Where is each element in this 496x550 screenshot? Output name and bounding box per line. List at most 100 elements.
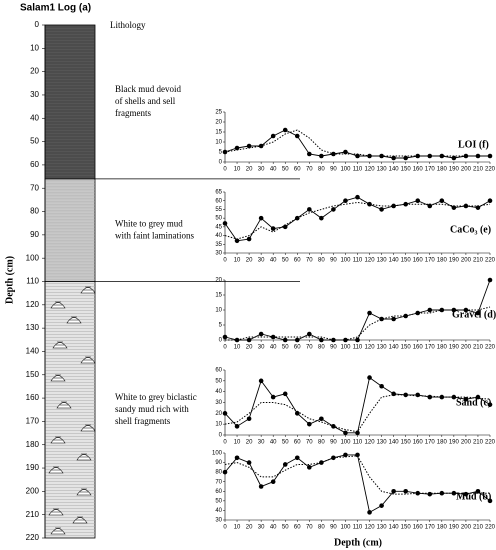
x-tick-label: 90: [330, 167, 337, 173]
shell-icon: [56, 401, 72, 409]
y-tick-label: 20: [215, 120, 222, 126]
y-tick-label: 5: [219, 323, 223, 329]
y-tick-label: 40: [215, 233, 222, 239]
x-tick-label: 70: [306, 440, 313, 446]
x-tick-label: 120: [365, 258, 376, 264]
data-point: [403, 155, 408, 161]
x-tick-label: 60: [294, 258, 301, 264]
data-point: [222, 221, 228, 226]
data-point: [451, 155, 457, 161]
x-tick-label: 60: [294, 167, 301, 173]
data-point: [475, 310, 481, 316]
x-tick-label: 10: [234, 440, 241, 446]
y-tick-label: 0: [219, 338, 223, 344]
x-tick-label: 110: [353, 440, 363, 446]
chart-title: Mud (b): [456, 491, 491, 502]
y-tick-label: 55: [215, 207, 222, 213]
data-point: [270, 479, 276, 485]
shell-icon: [80, 356, 96, 364]
x-tick-label: 160: [413, 345, 424, 351]
data-point: [463, 396, 469, 402]
x-tick-label: 90: [330, 345, 337, 351]
y-tick-label: 50: [215, 378, 222, 384]
shell-icon: [48, 508, 64, 516]
data-point: [427, 491, 433, 497]
x-tick-label: 10: [234, 167, 241, 173]
x-tick-label: 170: [425, 258, 436, 264]
y-tick-label: 180: [26, 440, 40, 449]
data-point: [367, 510, 372, 515]
x-tick-label: 190: [449, 440, 460, 446]
y-tick-label: 70: [30, 183, 39, 192]
x-tick-label: 40: [270, 525, 277, 531]
x-tick-label: 40: [270, 440, 277, 446]
layer-description: sandy mud rich with: [115, 404, 189, 414]
x-tick-label: 10: [234, 345, 241, 351]
x-tick-label: 200: [461, 525, 472, 531]
x-tick-label: 160: [413, 258, 424, 264]
data-point: [487, 277, 493, 283]
x-tick-label: 190: [449, 345, 460, 351]
data-point: [331, 455, 336, 461]
x-tick-label: 50: [282, 440, 289, 446]
x-tick-label: 210: [473, 258, 484, 264]
data-point: [355, 452, 360, 458]
data-point: [319, 215, 324, 221]
x-tick-label: 140: [389, 167, 400, 173]
data-point: [439, 198, 445, 204]
layer-description: of shells and sell: [115, 96, 176, 106]
x-tick-label: 60: [294, 440, 301, 446]
data-point: [379, 316, 384, 322]
data-point: [294, 455, 300, 461]
shell-icon: [52, 341, 68, 349]
x-tick-label: 200: [461, 440, 472, 446]
data-point: [367, 201, 372, 207]
x-tick-label: 90: [330, 525, 337, 531]
data-point: [307, 207, 312, 212]
data-point: [439, 490, 445, 496]
shell-icon: [50, 374, 66, 382]
x-tick-label: 80: [318, 167, 325, 173]
data-point: [222, 334, 228, 340]
data-point: [427, 394, 433, 400]
shell-icon: [80, 424, 96, 432]
x-tick-label: 120: [365, 525, 376, 531]
data-point: [379, 383, 384, 389]
y-tick-label: 190: [26, 463, 40, 472]
y-tick-label: 40: [215, 389, 222, 395]
column-label: Lithology: [110, 20, 146, 30]
x-tick-label: 140: [389, 258, 400, 264]
y-tick-label: 80: [30, 207, 39, 216]
y-tick-label: 220: [26, 533, 40, 542]
x-tick-label: 0: [223, 525, 227, 531]
x-tick-label: 200: [461, 167, 472, 173]
x-tick-label: 70: [306, 345, 313, 351]
data-point: [222, 469, 228, 475]
trend-line: [224, 394, 491, 433]
x-tick-label: 50: [282, 345, 289, 351]
data-line: [224, 279, 491, 341]
y-tick-label: 60: [215, 368, 222, 374]
y-tick-label: 0: [219, 160, 223, 166]
data-point: [282, 224, 288, 230]
x-tick-label: 140: [389, 345, 400, 351]
x-tick-label: 40: [270, 167, 277, 173]
data-point: [234, 455, 240, 461]
y-tick-label: 20: [215, 411, 222, 417]
y-tick-label: 210: [26, 510, 40, 519]
x-tick-label: 140: [389, 440, 400, 446]
y-axis-label: Depth (cm): [4, 256, 15, 304]
x-tick-label: 10: [234, 258, 241, 264]
x-tick-label: 20: [246, 167, 253, 173]
y-tick-label: 160: [26, 393, 40, 402]
data-point: [391, 488, 396, 494]
data-point: [258, 331, 264, 337]
data-point: [319, 337, 324, 343]
x-tick-label: 0: [223, 258, 227, 264]
x-tick-label: 110: [353, 167, 363, 173]
y-tick-label: 20: [215, 278, 222, 284]
data-point: [355, 153, 360, 159]
data-point: [415, 490, 421, 496]
data-point: [258, 215, 264, 221]
data-point: [246, 236, 252, 242]
